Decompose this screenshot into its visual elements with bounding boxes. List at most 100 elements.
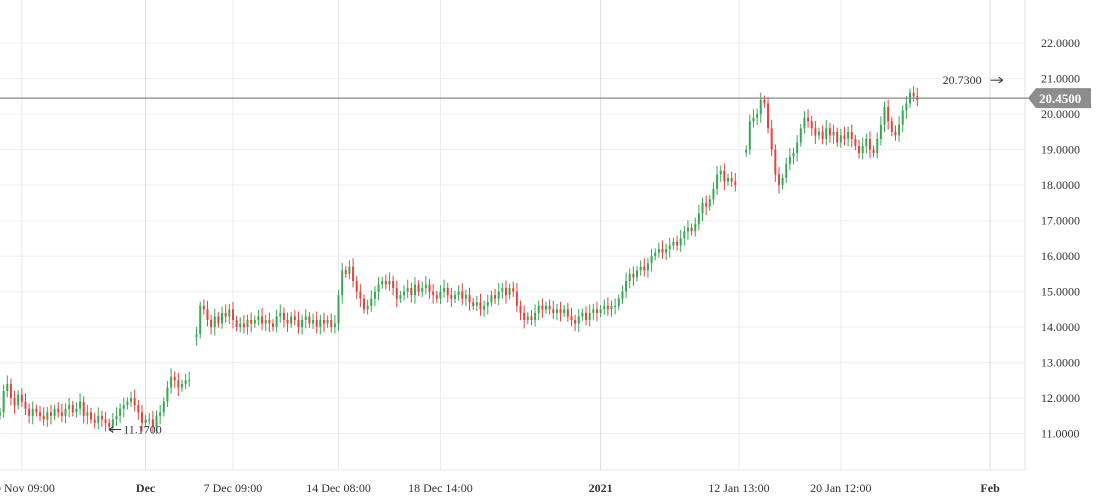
- candle-body: [632, 273, 635, 278]
- candle: [93, 413, 96, 429]
- candle: [676, 235, 679, 251]
- candle: [224, 304, 227, 323]
- candle: [406, 279, 409, 298]
- candle: [9, 378, 12, 406]
- candle-body: [242, 323, 245, 328]
- candle: [683, 225, 686, 246]
- candle: [206, 300, 209, 327]
- candle: [555, 304, 558, 321]
- candle-body: [479, 302, 482, 310]
- candle-body: [363, 298, 365, 310]
- candle-body: [97, 415, 100, 423]
- candle: [315, 311, 318, 334]
- candle: [341, 262, 344, 304]
- candle-body: [199, 305, 202, 335]
- candle-body: [286, 320, 289, 324]
- candle-body: [792, 153, 795, 157]
- candle: [410, 282, 413, 303]
- candle-body: [676, 241, 679, 246]
- candle: [872, 145, 875, 158]
- candle: [654, 248, 657, 261]
- y-tick-label: 13.0000: [1041, 356, 1080, 370]
- candle-body: [719, 170, 722, 175]
- candle-body: [68, 405, 71, 409]
- candle-body: [617, 298, 620, 306]
- candle-body: [435, 295, 438, 299]
- candle-body: [555, 309, 558, 313]
- candle: [231, 301, 234, 329]
- candle-body: [140, 412, 143, 423]
- candle-body: [253, 320, 256, 324]
- candle: [890, 116, 893, 137]
- candle: [850, 124, 853, 148]
- x-tick-label: Feb: [980, 481, 1000, 495]
- candle: [767, 97, 770, 134]
- candle-body: [162, 401, 165, 413]
- candle: [705, 195, 708, 215]
- current-price-line-group: 20.4500: [0, 88, 1091, 109]
- candle: [140, 404, 143, 432]
- candle-body: [399, 295, 402, 299]
- y-tick-label: 19.0000: [1041, 143, 1080, 157]
- candle-body: [810, 121, 813, 129]
- candle: [428, 279, 431, 300]
- candle-body: [541, 305, 544, 310]
- x-tick-label: 2021: [589, 481, 613, 495]
- candle-body: [166, 387, 169, 402]
- candle: [504, 280, 507, 304]
- candle-body: [322, 320, 325, 324]
- candle-body: [628, 273, 631, 281]
- candle: [716, 165, 719, 196]
- candle-body: [577, 316, 580, 324]
- candle: [39, 405, 42, 422]
- candle-body: [279, 312, 282, 317]
- candle-body: [148, 419, 151, 421]
- candle-body: [151, 419, 154, 427]
- candle: [625, 272, 628, 298]
- candle: [399, 290, 402, 303]
- candle: [322, 312, 325, 333]
- candle-body: [261, 316, 264, 324]
- candle: [261, 307, 264, 330]
- candle-body: [501, 288, 504, 292]
- candle: [6, 375, 9, 398]
- candle-body: [486, 302, 489, 306]
- candle: [457, 285, 460, 301]
- candle-body: [686, 227, 689, 232]
- candle: [454, 290, 456, 303]
- candle-body: [9, 383, 12, 399]
- annotations: 11.1700 20.7300: [108, 73, 1003, 437]
- candle-body: [86, 412, 89, 416]
- candle-body: [796, 142, 799, 154]
- candle: [657, 242, 660, 258]
- candle: [20, 388, 23, 407]
- candle-body: [767, 103, 770, 129]
- candle: [916, 87, 919, 107]
- candle-body: [803, 117, 806, 129]
- candle: [417, 280, 420, 296]
- candle: [595, 301, 598, 322]
- candle-body: [879, 124, 882, 139]
- candle-body: [330, 320, 333, 328]
- candle: [355, 275, 358, 300]
- candle: [188, 371, 191, 387]
- candle-body: [483, 305, 486, 310]
- candle: [545, 301, 547, 314]
- candle: [202, 299, 205, 315]
- candle: [730, 171, 733, 187]
- candle: [464, 289, 467, 307]
- candle: [366, 299, 369, 315]
- candle: [57, 402, 60, 418]
- candle-body: [388, 280, 391, 285]
- candle-body: [144, 419, 147, 423]
- candle-body: [93, 419, 96, 423]
- annotation-arrowhead: [108, 426, 114, 433]
- grid: [0, 0, 1026, 471]
- candle-body: [82, 401, 85, 416]
- candle-body: [781, 178, 784, 186]
- candle-body: [661, 249, 664, 253]
- candle: [508, 283, 511, 300]
- candle: [242, 315, 245, 334]
- candle-body: [257, 316, 260, 320]
